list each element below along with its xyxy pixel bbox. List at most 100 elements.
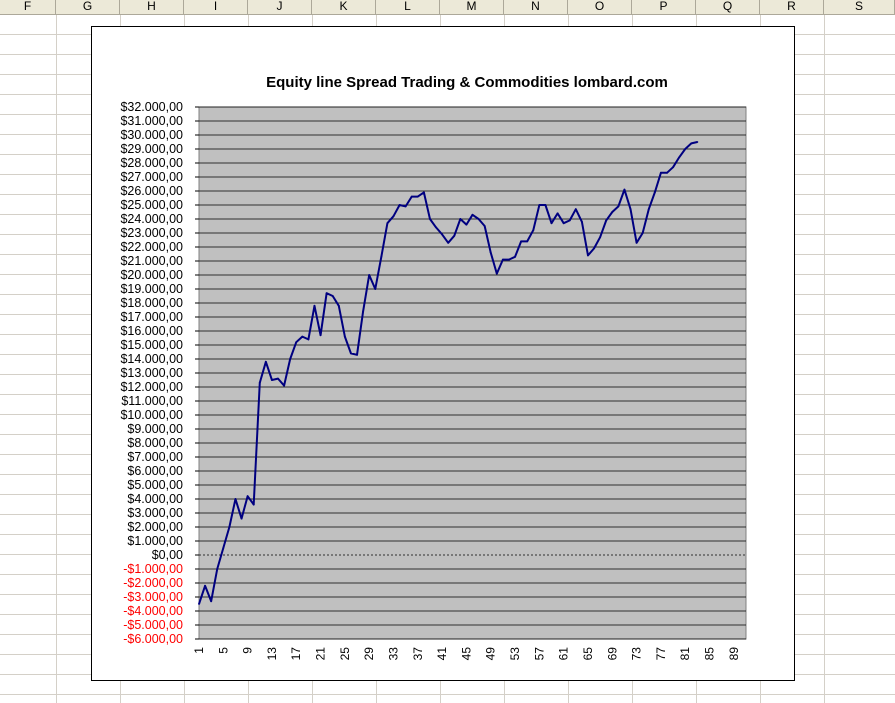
data-point [593,247,595,250]
y-tick-label: $8.000,00 [127,436,183,450]
data-point [240,517,243,520]
data-point [198,603,200,605]
x-tick-label: 25 [338,647,352,661]
y-tick-label: $17.000,00 [120,310,183,324]
data-point [313,304,316,307]
data-point [605,219,608,222]
data-point [331,295,334,297]
x-tick-label: 37 [411,647,425,661]
data-point [495,272,498,275]
data-point [380,255,383,258]
column-header-f[interactable]: F [0,0,56,14]
column-header-o[interactable]: O [568,0,632,14]
column-header-s[interactable]: S [824,0,895,14]
data-point [465,223,468,226]
y-tick-label: $29.000,00 [120,142,183,156]
data-point [252,503,255,506]
data-point [660,171,662,174]
x-tick-label: 29 [362,647,376,661]
x-tick-label: 57 [532,647,546,661]
data-point [489,251,492,254]
y-tick-label: $1.000,00 [127,534,183,548]
y-tick-label: $6.000,00 [127,464,183,478]
data-point [550,222,553,225]
data-point [234,498,237,500]
y-tick-label: $10.000,00 [120,408,183,422]
x-tick-label: 33 [386,647,400,661]
y-tick-label: $12.000,00 [120,380,183,394]
row-gridline [0,694,895,695]
data-point [635,241,638,244]
data-point [356,353,358,356]
y-tick-label: $21.000,00 [120,254,183,268]
column-header-l[interactable]: L [376,0,440,14]
y-tick-label: $30.000,00 [120,128,183,142]
column-header-q[interactable]: Q [696,0,760,14]
y-axis-ticks: $32.000,00$31.000,00$30.000,00$29.000,00… [120,100,199,646]
data-point [690,142,693,145]
x-tick-label: 81 [678,647,692,661]
x-tick-label: 49 [484,647,498,661]
data-point [410,195,413,198]
data-point [343,335,346,338]
x-tick-label: 69 [605,647,619,661]
column-header-p[interactable]: P [632,0,696,14]
equity-line-chart: Equity line Spread Trading & Commodities… [120,74,747,661]
data-point [483,225,486,227]
data-point [653,191,656,194]
data-point [599,236,602,239]
y-tick-label: -$2.000,00 [123,576,183,590]
data-point [587,254,589,257]
data-point [204,584,206,587]
data-point [210,600,213,603]
y-tick-label: $13.000,00 [120,366,183,380]
y-tick-label: $24.000,00 [120,212,183,226]
data-point [617,205,620,208]
data-point [301,335,304,338]
data-point [283,384,285,387]
y-tick-label: $23.000,00 [120,226,183,240]
y-tick-label: $11.000,00 [121,394,183,408]
y-tick-label: $14.000,00 [120,352,183,366]
data-point [435,226,437,229]
data-point [459,218,462,220]
x-tick-label: 5 [216,647,230,654]
data-point [289,358,292,360]
y-tick-label: -$5.000,00 [123,618,183,632]
column-header-j[interactable]: J [248,0,312,14]
column-header-m[interactable]: M [440,0,504,14]
data-point [629,208,632,211]
data-point [246,495,249,498]
data-point [666,171,668,174]
data-point [611,211,614,213]
y-tick-label: $32.000,00 [120,100,183,114]
chart-container[interactable]: Equity line Spread Trading & Commodities… [91,26,795,681]
column-header-r[interactable]: R [760,0,824,14]
y-tick-label: $0,00 [152,548,183,562]
x-tick-label: 77 [654,647,668,661]
column-gridline [56,15,57,703]
y-tick-label: -$6.000,00 [123,632,183,646]
column-header-g[interactable]: G [56,0,120,14]
x-tick-label: 73 [630,647,644,661]
column-header-i[interactable]: I [184,0,248,14]
y-tick-label: -$4.000,00 [123,604,183,618]
y-tick-label: $15.000,00 [120,338,183,352]
data-point [647,208,650,211]
column-gridline [824,15,825,703]
column-header-k[interactable]: K [312,0,376,14]
data-point [404,205,407,208]
data-point [568,219,571,222]
x-axis-ticks: 1 5 9 13 17 21 25 29 33 37 41 45 49 53 57 61 65 69 73 77 81 8… [192,647,741,661]
x-tick-label: 13 [265,647,279,661]
column-header-n[interactable]: N [504,0,568,14]
x-tick-label: 17 [289,647,303,661]
data-point [362,310,364,313]
chart-title: Equity line Spread Trading & Commodities… [266,74,668,91]
data-point [398,204,401,206]
data-point [264,360,267,363]
data-point [447,241,450,244]
column-header-h[interactable]: H [120,0,184,14]
data-point [514,255,516,258]
